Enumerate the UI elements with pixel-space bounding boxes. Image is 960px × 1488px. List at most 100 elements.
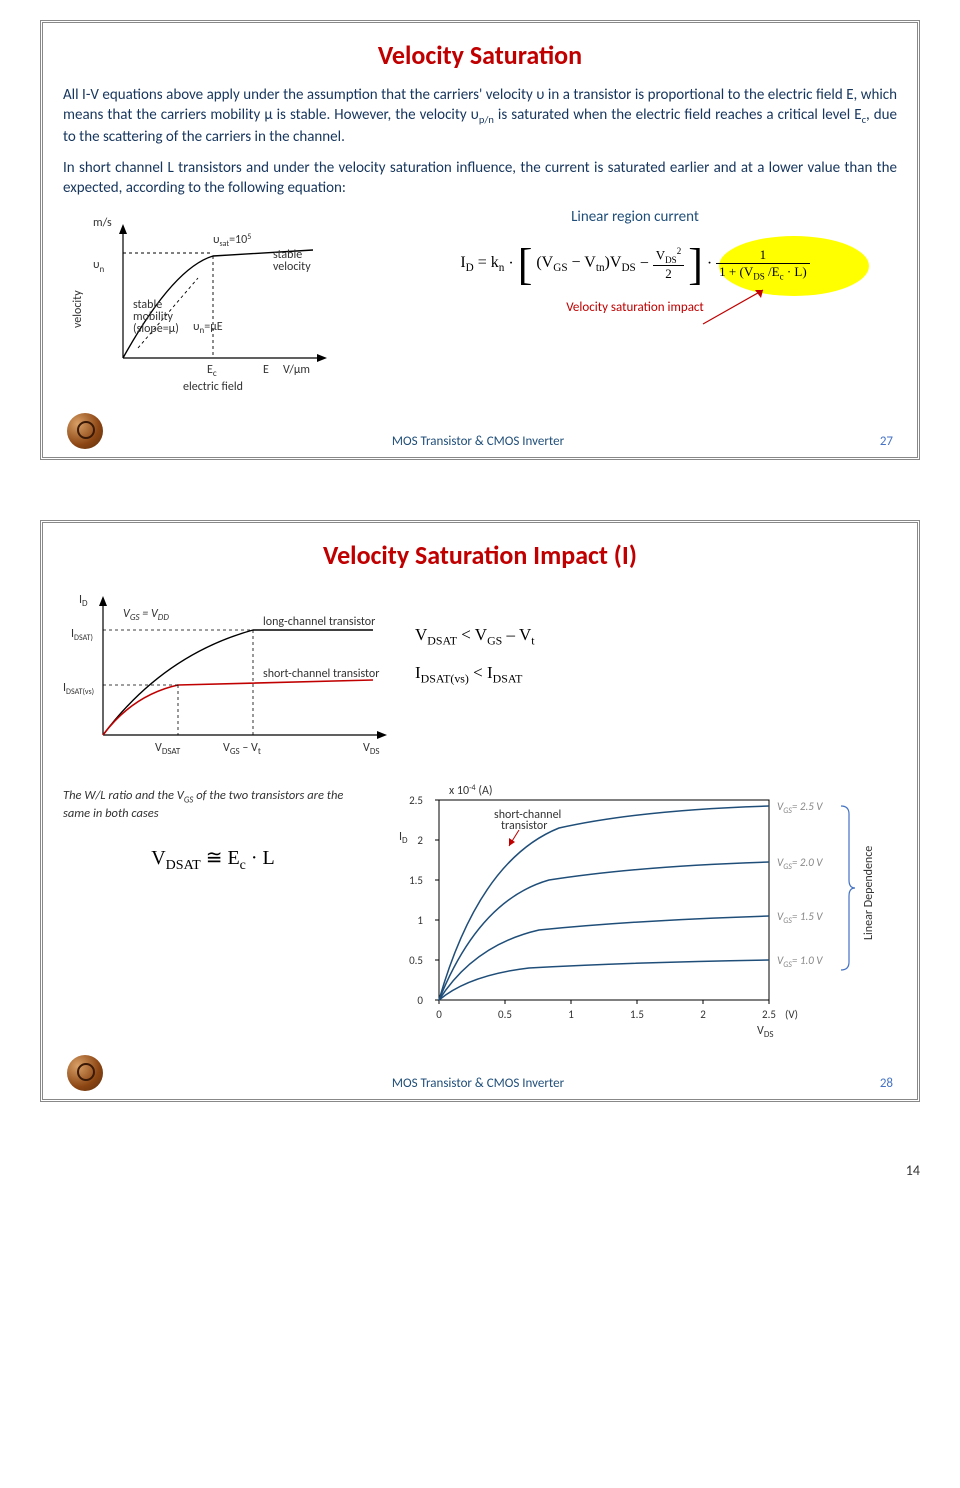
svg-text:IDSAT): IDSAT) [71, 627, 93, 643]
slide-velocity-saturation-impact: Velocity Saturation Impact (I) ID V GS [40, 520, 920, 1102]
footer-center: MOS Transistor & CMOS Inverter [103, 434, 853, 449]
vsat-sup: 5 [247, 232, 251, 242]
svg-text:VDS: VDS [757, 1024, 774, 1040]
yt5: 2.5 [409, 794, 423, 807]
svg-text:ID: ID [399, 830, 408, 846]
t1cs: DS [621, 262, 635, 274]
yt3: 1.5 [409, 874, 423, 887]
c2ids: D [402, 835, 408, 846]
vsat-impact-label: Velocity saturation impact [373, 300, 897, 315]
r2as: DSAT(vs) [421, 671, 469, 685]
E: E [263, 363, 269, 377]
y-sub: n [100, 264, 105, 275]
long-lbl: long-channel transistor [263, 615, 375, 629]
xlab: electric field [183, 380, 243, 394]
svg-text:x 10-4 (A): x 10-4 (A) [449, 783, 493, 798]
vgv-m: – V [240, 741, 258, 755]
linear-region-label: Linear region current [373, 208, 897, 226]
slide-velocity-saturation: Velocity Saturation All I-V equations ab… [40, 20, 920, 460]
id-vds-family-chart: 0 0.5 1 1.5 2 2.5 0 0.5 [379, 780, 897, 1045]
equation-region: Linear region current ID = kn · [ (VGS −… [373, 208, 897, 368]
c1-ids: D [82, 598, 88, 609]
vdsats: DSAT [162, 746, 181, 757]
t1b: − V [568, 254, 596, 271]
vdss: DS [370, 746, 380, 757]
r1c: – V [502, 625, 531, 644]
svg-text:IDSAT(vs): IDSAT(vs) [63, 681, 94, 697]
note-s: GS [184, 796, 193, 806]
p1-sub1: p/n [479, 113, 494, 126]
eq-m: − [640, 255, 649, 273]
xt1: 0.5 [498, 1008, 512, 1021]
slide1-para1: All I-V equations above apply under the … [63, 85, 897, 148]
eq-ids: D [466, 262, 474, 274]
note-and-eq: The W/L ratio and the VGS of the two tra… [63, 780, 363, 1045]
veq-m: ≅ E [201, 847, 240, 869]
r1a: V [415, 625, 427, 644]
page-number: 14 [0, 1162, 920, 1179]
mlt: x 10 [449, 784, 469, 798]
svg-text:stablevelocity: stablevelocity [273, 248, 311, 274]
cv3v: = 1.0 V [792, 954, 823, 967]
f2dc: · L) [784, 264, 807, 279]
t1a: (V [536, 254, 553, 271]
eq-d2: · [707, 255, 712, 273]
y-rot: velocity [71, 290, 85, 328]
y-unit: m/s [93, 216, 112, 230]
xt0: 0 [436, 1008, 442, 1021]
vv-bs: DD [158, 612, 170, 623]
svg-text:VDS: VDS [363, 741, 380, 757]
vsat-s: sat [220, 239, 230, 249]
svg-text:VGS= 2.0 V: VGS= 2.0 V [777, 856, 823, 872]
t1bs: tn [596, 262, 605, 274]
xt2: 1 [568, 1008, 574, 1021]
svg-text:stablemobility(slope=μ): stablemobility(slope=μ) [133, 298, 179, 336]
t1as: GS [553, 262, 567, 274]
xunit: V/μm [283, 363, 310, 377]
f1n: V [656, 248, 665, 263]
lindep: Linear Dependence [862, 846, 876, 940]
svg-text:ID: ID [79, 593, 88, 609]
logo-icon [67, 1055, 103, 1091]
cv0v: = 2.5 V [792, 800, 823, 813]
f2da: 1 + (V [719, 264, 753, 279]
p1-b: is saturated when the electric field rea… [494, 106, 862, 124]
iv-curve-chart: ID VGS = VDD IDSAT) IDSAT(vs) long-chann… [63, 585, 403, 770]
relations: VDSAT < VGS – Vt IDSAT(vs) < IDSAT [415, 585, 897, 686]
slide-number: 28 [853, 1076, 893, 1091]
r1as: DSAT [427, 634, 457, 648]
xt4: 2 [700, 1008, 706, 1021]
svg-text:VGS= 1.0 V: VGS= 1.0 V [777, 954, 823, 970]
t1c: )V [605, 254, 622, 271]
xt3: 1.5 [630, 1008, 644, 1021]
short-lbl: short-channel transistor [263, 667, 379, 681]
veq-as: DSAT [166, 858, 201, 873]
vsat-e: =10 [229, 233, 247, 247]
yt4: 2 [417, 834, 423, 847]
f2das: DS [753, 271, 765, 281]
veq-a: V [151, 847, 165, 869]
note-a: The W/L ratio and the V [63, 788, 184, 803]
yt0: 0 [417, 994, 423, 1007]
se-r: =μE [204, 320, 223, 334]
svg-text:Ec: Ec [207, 363, 217, 379]
footer-center: MOS Transistor & CMOS Inverter [103, 1076, 853, 1091]
idss: DSAT) [74, 633, 93, 643]
svg-text:υn=μE: υn=μE [193, 320, 223, 336]
slide2-title: Velocity Saturation Impact (I) [63, 539, 897, 571]
cv2v: = 1.5 V [792, 910, 823, 923]
r1m: < V [457, 625, 487, 644]
xun: (V) [785, 1008, 798, 1021]
cv1v: = 2.0 V [792, 856, 823, 869]
yt1: 0.5 [409, 954, 423, 967]
svg-text:short-channeltransistor: short-channeltransistor [494, 808, 561, 833]
r1bs: GS [487, 634, 502, 648]
svg-text:VGS = VDD: VGS = VDD [123, 607, 169, 623]
eq-k: = k [478, 254, 499, 271]
f1d: 2 [653, 266, 684, 282]
ua: (A) [478, 784, 492, 798]
r1cs: t [531, 634, 534, 648]
yt2: 1 [417, 914, 423, 927]
eq-d1: · [508, 255, 513, 273]
ec-s: c [213, 368, 217, 379]
